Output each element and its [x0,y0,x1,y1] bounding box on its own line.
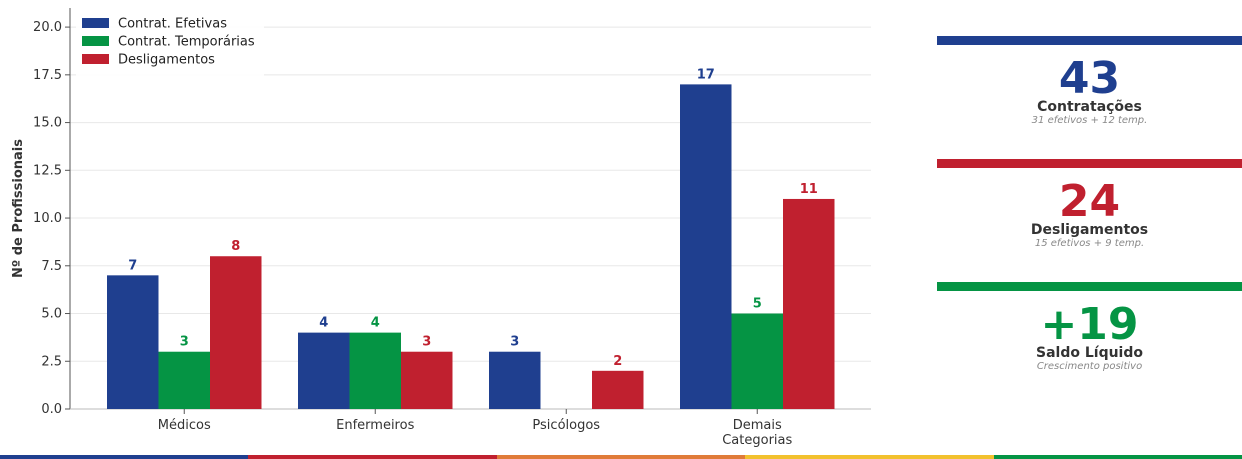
footer-stripe-segment [745,455,994,459]
kpi-label: Contratações [1037,99,1142,115]
kpi-value: 43 [1058,53,1121,104]
x-tick-label: Demais [733,418,782,433]
y-tick-label: 20.0 [33,20,62,35]
y-tick-label: 12.5 [33,163,62,178]
kpi-value: 24 [1058,176,1121,227]
y-tick-label: 0.0 [41,402,62,417]
y-tick-label: 2.5 [41,354,62,369]
bar [489,351,541,409]
bar-value-label: 3 [510,335,519,350]
bar [158,351,210,409]
bar [783,198,835,409]
kpi-subtitle: 31 efetivos + 12 temp. [1031,115,1148,126]
legend-label: Contrat. Efetivas [118,17,227,32]
footer-stripe-segment [496,455,746,459]
bar [731,313,783,409]
footer-color-stripe [0,455,1242,459]
legend-label: Contrat. Temporárias [118,35,255,50]
bar [298,332,350,409]
bar-value-label: 4 [371,316,380,331]
y-tick-label: 10.0 [33,211,62,226]
x-tick-label: Enfermeiros [336,418,414,433]
bar-value-label: 4 [319,316,328,331]
legend-label: Desligamentos [118,53,215,68]
bar-value-label: 2 [613,354,622,369]
x-tick-label: Categorias [722,433,792,448]
y-tick-label: 7.5 [41,259,62,274]
kpi-label: Desligamentos [1030,222,1149,238]
bar [349,332,401,409]
kpi-accent-bar [937,282,1242,291]
kpi-card-dismissals: 24 Desligamentos 15 efetivos + 9 temp. [937,159,1242,250]
bar-value-label: 8 [231,239,240,254]
kpi-card-hires: 43 Contratações 31 efetivos + 12 temp. [937,36,1242,127]
bar [210,256,262,409]
bar-value-label: 7 [128,258,137,273]
bar [107,275,159,409]
footer-stripe-segment [993,455,1242,459]
x-tick-label: Psicólogos [532,418,600,433]
legend-swatch [82,54,109,64]
kpi-value: +19 [1040,299,1139,350]
bar [592,370,644,409]
footer-stripe-segment [0,455,249,459]
bar-chart: 0.0 2.5 5.0 7.5 10.0 12.5 15.0 17.5 20.0 Nº de Pr… [11,8,871,448]
bar-value-label: 5 [753,297,762,312]
kpi-card-net-balance: +19 Saldo Líquido Crescimento positivo [937,282,1242,373]
legend-swatch [82,18,109,28]
kpi-subtitle: Crescimento positivo [1036,361,1143,372]
bar [680,84,732,409]
y-tick-label: 15.0 [33,116,62,131]
footer-stripe-segment [248,455,497,459]
kpi-label: Saldo Líquido [1036,345,1143,361]
bar-value-label: 17 [697,67,715,82]
kpi-accent-bar [937,36,1242,45]
y-tick-label: 5.0 [41,307,62,322]
bar-value-label: 3 [422,335,431,350]
bar [401,351,453,409]
legend-swatch [82,36,109,46]
kpi-subtitle: 15 efetivos + 9 temp. [1034,238,1145,249]
y-tick-label: 17.5 [33,68,62,83]
x-tick-label: Médicos [158,418,211,433]
bar-value-label: 3 [180,335,189,350]
kpi-accent-bar [937,159,1242,168]
bar-value-label: 11 [800,182,818,197]
y-axis-label: Nº de Profissionais [11,139,26,278]
